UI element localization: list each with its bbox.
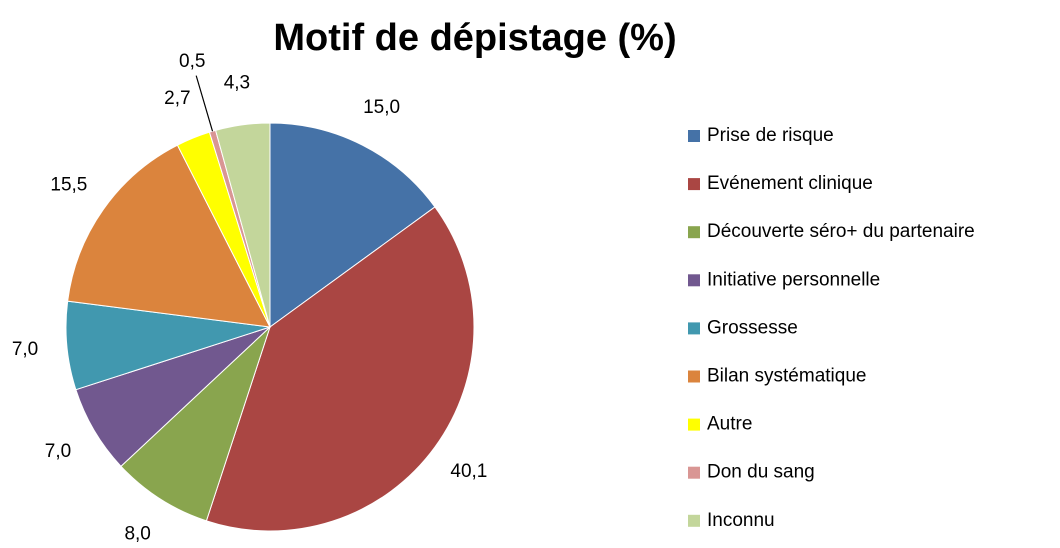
data-label: 8,0: [124, 523, 150, 544]
data-label: 7,0: [12, 339, 38, 360]
legend-swatch: [688, 514, 700, 527]
legend-label: Inconnu: [707, 510, 775, 531]
legend-label: Don du sang: [707, 462, 815, 483]
pie-slice: [67, 144, 271, 328]
data-label: 7,0: [45, 441, 71, 462]
legend-swatch: [688, 466, 700, 479]
data-label: 4,3: [224, 72, 250, 93]
legend-label: Bilan systématique: [707, 366, 866, 387]
legend-label: Autre: [707, 414, 752, 435]
pie-slice: [120, 326, 271, 522]
legend-swatch: [688, 322, 700, 335]
leader-line: [195, 75, 214, 132]
legend-swatch: [688, 370, 700, 383]
legend-label: Découverte séro+ du partenaire: [707, 221, 975, 242]
data-label: 0,5: [179, 51, 205, 72]
data-label: 2,7: [164, 88, 190, 109]
data-label: 40,1: [450, 461, 487, 482]
chart-title: Motif de dépistage (%): [273, 17, 676, 59]
legend-label: Evénement clinique: [707, 173, 873, 194]
data-label: 15,0: [363, 97, 400, 118]
legend-swatch: [688, 178, 700, 191]
legend-label: Initiative personnelle: [707, 269, 880, 290]
pie-slice: [269, 122, 436, 328]
legend-swatch: [688, 418, 700, 431]
legend-label: Prise de risque: [707, 125, 834, 146]
legend-swatch: [688, 274, 700, 287]
legend-label: Grossesse: [707, 317, 798, 338]
pie-slice: [205, 206, 475, 532]
pie-slice: [214, 122, 271, 328]
legend-swatch: [688, 226, 700, 239]
data-label: 15,5: [50, 174, 87, 195]
legend-swatch: [688, 130, 700, 142]
